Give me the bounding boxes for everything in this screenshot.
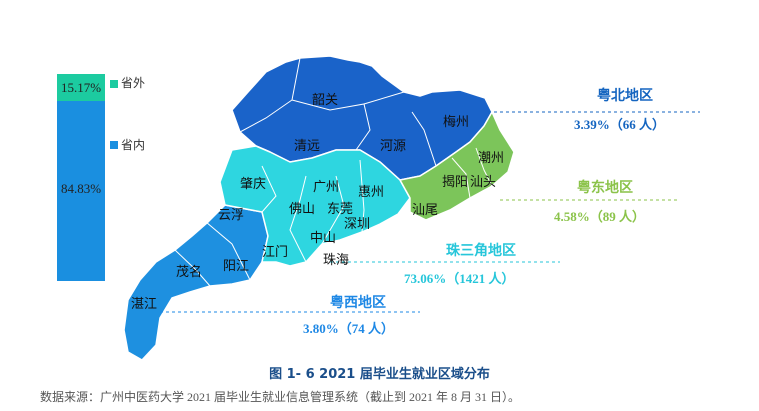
region-north-name: 粤北地区: [597, 88, 653, 104]
city-shenzhen: 深圳: [344, 217, 370, 232]
region-east-value: 4.58%（89 人）: [554, 209, 646, 224]
city-dongguan: 东莞: [327, 202, 353, 217]
city-yunfu: 云浮: [218, 208, 244, 223]
bar-outside-value: 15.17%: [60, 80, 102, 95]
city-maoming: 茂名: [176, 264, 202, 280]
region-delta-shape: [219, 145, 411, 267]
city-heyuan: 河源: [380, 139, 406, 154]
legend-outside-swatch: [110, 80, 118, 88]
bar-inside-value: 84.83%: [60, 181, 102, 196]
city-shantou: 汕头: [470, 175, 496, 190]
city-zhongshan: 中山: [310, 231, 336, 246]
city-shanwei: 汕尾: [412, 203, 438, 218]
region-east-name: 粤东地区: [577, 180, 633, 196]
city-chaozhou: 潮州: [478, 151, 504, 166]
city-huizhou: 惠州: [358, 185, 384, 200]
legend-inside-label: 省内: [121, 138, 146, 152]
city-qingyuan: 清远: [294, 139, 320, 154]
legend-outside-label: 省外: [121, 76, 146, 90]
data-source-note: 数据来源：广州中医药大学 2021 届毕业生就业信息管理系统（截止到 2021 …: [40, 390, 521, 404]
city-yangjiang: 阳江: [223, 259, 249, 274]
city-zhuhai: 珠海: [323, 253, 349, 268]
city-shaoguan: 韶关: [312, 92, 338, 108]
region-delta-name: 珠三角地区: [446, 243, 516, 259]
city-meizhou: 梅州: [443, 115, 469, 130]
figure-caption: 图 1- 6 2021 届毕业生就业区域分布: [269, 367, 490, 382]
city-zhanjiang: 湛江: [131, 297, 157, 312]
city-foshan: 佛山: [289, 202, 315, 217]
legend-inside-swatch: [110, 141, 118, 149]
city-jieyang: 揭阳: [442, 175, 468, 190]
region-north-value: 3.39%（66 人）: [574, 117, 666, 132]
bar-segment-inside: 84.83%: [57, 101, 105, 281]
region-west-name: 粤西地区: [330, 295, 386, 311]
bar-segment-outside: 15.17%: [57, 74, 105, 101]
region-delta-value: 73.06%（1421 人）: [404, 271, 515, 286]
region-west-shape: [123, 204, 269, 361]
region-west-value: 3.80%（74 人）: [303, 321, 395, 336]
region-east-shape: [399, 111, 515, 221]
city-zhaoqing: 肇庆: [240, 177, 266, 192]
city-jiangmen: 江门: [262, 245, 288, 260]
city-guangzhou: 广州: [313, 180, 339, 195]
